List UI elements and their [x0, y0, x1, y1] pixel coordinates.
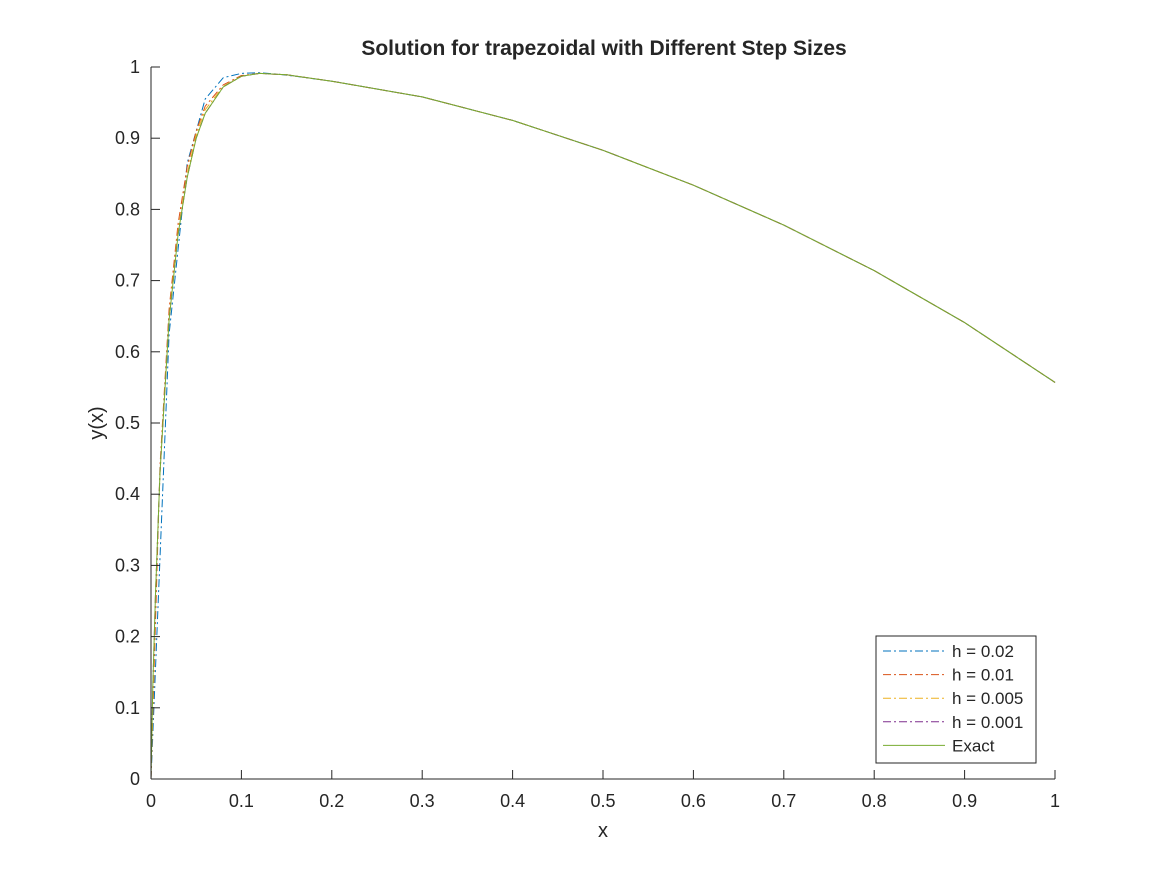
- y-tick-label: 0.9: [115, 128, 140, 148]
- legend-label: h = 0.02: [952, 642, 1014, 661]
- x-axis-label: x: [598, 820, 608, 842]
- legend-label: h = 0.005: [952, 689, 1023, 708]
- legend-label: Exact: [952, 736, 995, 755]
- x-tick-label: 0.7: [771, 791, 796, 811]
- y-tick-label: 0.2: [115, 627, 140, 647]
- x-tick-label: 1: [1050, 791, 1060, 811]
- x-tick-label: 0.5: [590, 791, 615, 811]
- y-tick-label: 0.5: [115, 413, 140, 433]
- y-tick-label: 0.8: [115, 199, 140, 219]
- y-tick-label: 0.4: [115, 484, 140, 504]
- y-axis-label: y(x): [86, 406, 108, 439]
- x-ticks: 0 0.1 0.2 0.3 0.4 0.5 0.6 0.7 0.8 0.9 1: [146, 770, 1060, 811]
- y-tick-label: 0.7: [115, 271, 140, 291]
- series-line-exact: [150, 72, 1056, 780]
- legend-box: [875, 635, 1037, 764]
- y-tick-label: 0.6: [115, 342, 140, 362]
- x-tick-label: 0.8: [862, 791, 887, 811]
- y-ticks: 0 0.1 0.2 0.3 0.4 0.5 0.6 0.7 0.8 0.9 1: [115, 57, 160, 789]
- y-tick-label: 0.3: [115, 555, 140, 575]
- x-tick-label: 0.1: [229, 791, 254, 811]
- x-tick-label: 0.3: [410, 791, 435, 811]
- plot-area: [150, 72, 1056, 780]
- x-tick-label: 0.6: [681, 791, 706, 811]
- chart-title: Solution for trapezoidal with Different …: [361, 37, 846, 60]
- y-tick-label: 1: [130, 57, 140, 77]
- x-tick-label: 0: [146, 791, 156, 811]
- y-tick-label: 0.1: [115, 698, 140, 718]
- y-tick-label: 0: [130, 769, 140, 789]
- x-tick-label: 0.9: [952, 791, 977, 811]
- legend-label: h = 0.01: [952, 666, 1014, 685]
- legend-label: h = 0.001: [952, 713, 1023, 732]
- legend: h = 0.02 h = 0.01 h = 0.005 h = 0.001 Exact: [875, 635, 1037, 764]
- x-tick-label: 0.2: [319, 791, 344, 811]
- x-tick-label: 0.4: [500, 791, 525, 811]
